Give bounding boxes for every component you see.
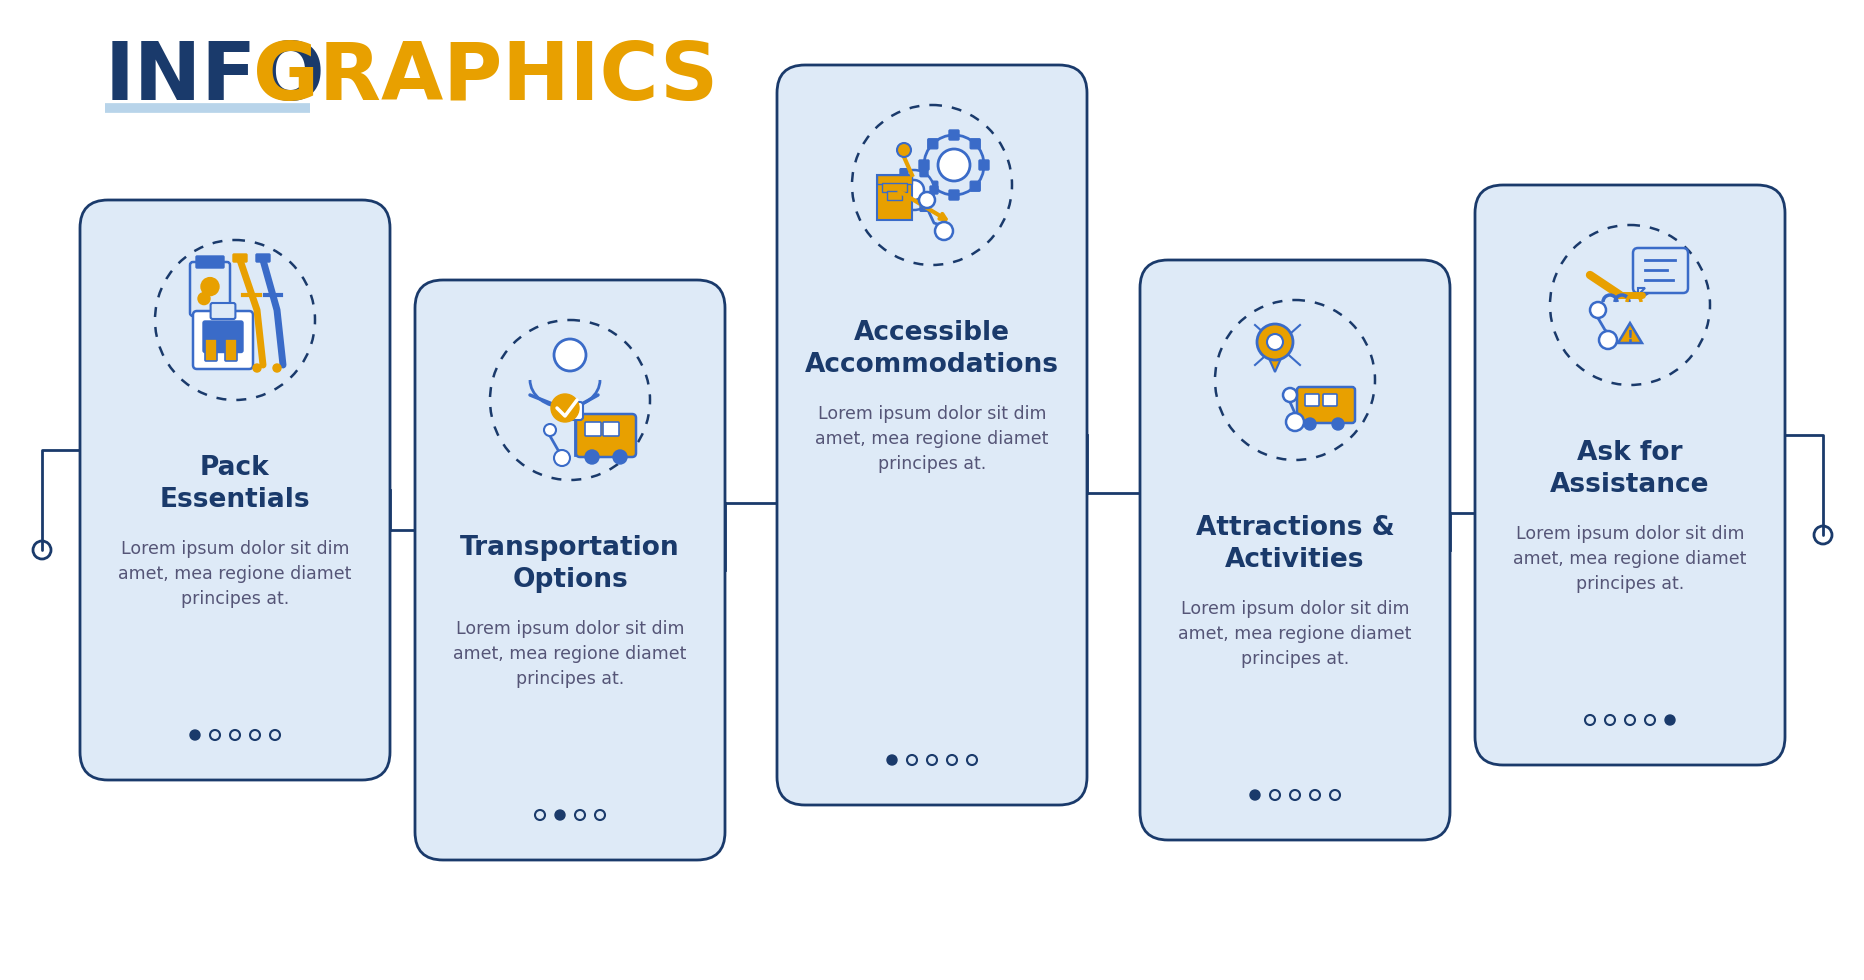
Text: GRAPHICS: GRAPHICS [254,39,718,117]
FancyBboxPatch shape [602,422,619,436]
Circle shape [198,293,211,305]
FancyBboxPatch shape [969,181,980,191]
Text: INFO: INFO [104,39,326,117]
FancyBboxPatch shape [567,402,583,420]
FancyBboxPatch shape [969,139,980,149]
FancyBboxPatch shape [576,414,636,457]
FancyBboxPatch shape [930,186,938,194]
Text: Lorem ipsum dolor sit dim
amet, mea regione diamet
principes at.: Lorem ipsum dolor sit dim amet, mea regi… [1512,525,1747,593]
FancyBboxPatch shape [979,160,988,170]
FancyBboxPatch shape [900,169,908,176]
Circle shape [919,192,934,208]
Text: !: ! [1625,329,1633,345]
Circle shape [1303,418,1316,430]
FancyBboxPatch shape [203,321,242,353]
FancyBboxPatch shape [949,130,958,140]
FancyBboxPatch shape [192,311,254,369]
FancyBboxPatch shape [1295,387,1355,423]
Text: Lorem ipsum dolor sit dim
amet, mea regione diamet
principes at.: Lorem ipsum dolor sit dim amet, mea regi… [453,620,686,688]
Circle shape [613,450,626,464]
FancyBboxPatch shape [205,339,216,361]
Circle shape [555,810,565,820]
Text: Accessible
Accommodations: Accessible Accommodations [805,320,1059,378]
Polygon shape [1637,288,1644,295]
FancyBboxPatch shape [196,256,224,268]
Circle shape [1282,388,1295,402]
FancyBboxPatch shape [919,169,928,176]
Circle shape [554,450,570,466]
Circle shape [1266,334,1282,350]
Text: Transportation
Options: Transportation Options [460,535,680,593]
FancyBboxPatch shape [919,160,928,170]
Text: Lorem ipsum dolor sit dim
amet, mea regione diamet
principes at.: Lorem ipsum dolor sit dim amet, mea regi… [815,405,1048,473]
Circle shape [190,730,199,740]
FancyBboxPatch shape [1322,394,1336,406]
Text: Attractions &
Activities: Attractions & Activities [1195,515,1394,573]
Circle shape [550,394,578,422]
Circle shape [887,755,897,765]
Circle shape [272,364,281,372]
FancyBboxPatch shape [1633,248,1687,293]
Circle shape [554,339,585,371]
Circle shape [938,149,969,181]
FancyBboxPatch shape [882,183,906,192]
Circle shape [1597,331,1616,349]
FancyBboxPatch shape [889,186,898,194]
FancyBboxPatch shape [255,254,270,262]
FancyBboxPatch shape [777,65,1087,805]
Circle shape [254,364,261,372]
Circle shape [1256,324,1292,360]
FancyBboxPatch shape [1474,185,1784,765]
Circle shape [544,424,555,436]
Circle shape [893,170,934,210]
Text: Ask for
Assistance: Ask for Assistance [1549,440,1709,498]
Circle shape [934,222,953,240]
FancyBboxPatch shape [416,280,725,860]
Polygon shape [1618,323,1640,343]
Circle shape [1590,302,1605,318]
FancyBboxPatch shape [233,254,246,262]
Text: Lorem ipsum dolor sit dim
amet, mea regione diamet
principes at.: Lorem ipsum dolor sit dim amet, mea regi… [117,540,352,608]
FancyBboxPatch shape [190,262,229,316]
FancyBboxPatch shape [211,303,235,319]
Polygon shape [1266,354,1282,372]
FancyBboxPatch shape [926,139,938,149]
FancyBboxPatch shape [226,339,237,361]
Text: Pack
Essentials: Pack Essentials [160,455,309,513]
FancyBboxPatch shape [80,200,390,780]
FancyBboxPatch shape [926,181,938,191]
Circle shape [904,180,923,200]
FancyBboxPatch shape [1305,394,1318,406]
Circle shape [201,277,218,296]
FancyBboxPatch shape [900,203,908,212]
Circle shape [1665,715,1674,725]
FancyBboxPatch shape [949,190,958,200]
Circle shape [585,450,598,464]
Text: Lorem ipsum dolor sit dim
amet, mea regione diamet
principes at.: Lorem ipsum dolor sit dim amet, mea regi… [1178,600,1411,668]
FancyBboxPatch shape [876,175,911,184]
Circle shape [923,135,984,195]
Circle shape [1331,418,1344,430]
FancyBboxPatch shape [919,203,928,212]
FancyBboxPatch shape [887,191,902,200]
FancyBboxPatch shape [585,422,600,436]
Circle shape [897,143,910,157]
FancyBboxPatch shape [1139,260,1448,840]
FancyBboxPatch shape [876,175,911,220]
Circle shape [1286,413,1303,431]
Circle shape [1249,790,1260,800]
